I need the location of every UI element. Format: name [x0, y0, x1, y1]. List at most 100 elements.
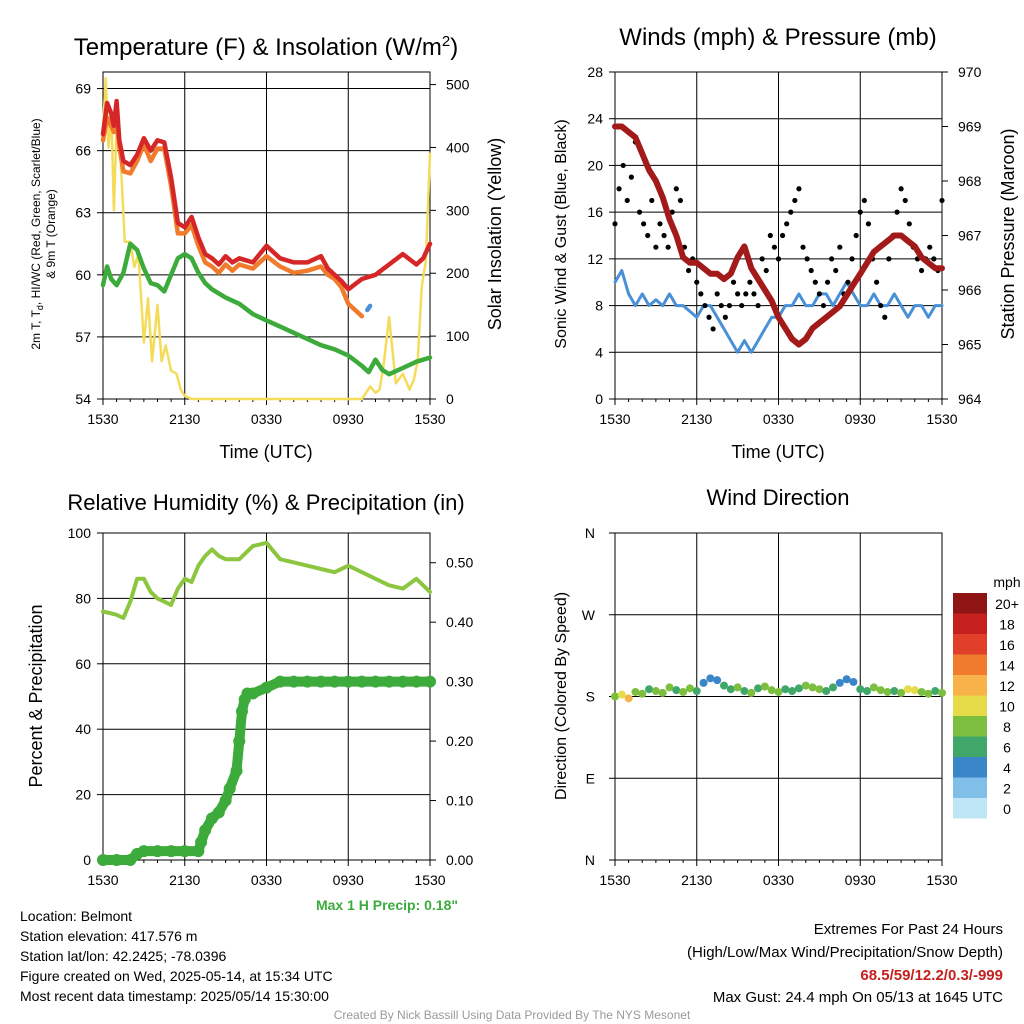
x-tick-label: 1530: [414, 872, 445, 888]
gust-point: [861, 197, 867, 204]
gust-point: [755, 302, 761, 309]
x-tick-label: 1530: [926, 411, 957, 427]
x-tick-label: 2130: [681, 872, 712, 888]
gust-point: [804, 256, 810, 262]
gust-point: [751, 291, 757, 297]
direction-point: [699, 678, 708, 687]
x-tick-label: 1530: [599, 411, 630, 427]
x-tick-label: 1530: [87, 872, 118, 888]
y-right-tick-label: 0.30: [446, 674, 473, 690]
gust-point: [898, 186, 904, 192]
direction-point: [679, 687, 688, 696]
direction-point: [876, 686, 885, 695]
direction-point: [869, 683, 878, 692]
legend-title: mph: [993, 574, 1020, 590]
legend-swatch: [953, 757, 987, 778]
x-tick-label: 0930: [845, 411, 876, 427]
gust-point: [865, 221, 872, 227]
latlon-text: Station lat/lon: 42.2425; -78.0396: [20, 948, 227, 964]
direction-point: [672, 686, 681, 695]
gust-point: [931, 256, 937, 262]
temperature-title: Temperature (F) & Insolation (W/m2): [74, 33, 458, 61]
temperature-xlabel: Time (UTC): [219, 442, 312, 462]
gust-point: [685, 267, 692, 274]
y-tick-label: 24: [587, 111, 603, 127]
y-tick-label: 80: [75, 590, 91, 606]
gust-point: [722, 314, 728, 320]
winds-xlabel: Time (UTC): [731, 442, 824, 462]
legend-swatch: [953, 798, 987, 819]
y-right-tick-label: 964: [958, 391, 982, 407]
y-tick-label: 54: [75, 391, 91, 407]
gust-point: [739, 302, 745, 309]
direction-point: [903, 685, 912, 694]
gust-point: [853, 232, 859, 239]
gust-point: [829, 256, 835, 262]
gust-point: [939, 197, 945, 204]
direction-point: [754, 684, 763, 693]
y-right-tick-label: 0.50: [446, 555, 473, 571]
precip-line: [98, 676, 435, 865]
gust-point: [657, 221, 663, 227]
y-tick-label: 100: [68, 525, 92, 541]
x-tick-label: 1530: [599, 872, 630, 888]
gust-point: [628, 174, 634, 180]
y-tick-label: 60: [75, 267, 91, 283]
x-tick-label: 0930: [845, 872, 876, 888]
direction-tick-label: N: [585, 852, 595, 868]
gust-point: [624, 197, 630, 204]
direction-point: [726, 685, 735, 694]
gust-point: [718, 302, 724, 309]
elevation-text: Station elevation: 417.576 m: [20, 928, 198, 944]
gust-point: [759, 256, 765, 262]
gust-point: [927, 244, 933, 250]
direction-point: [617, 690, 626, 699]
legend-swatch: [953, 695, 987, 716]
legend-label: 16: [999, 637, 1015, 653]
gust-point: [820, 302, 827, 309]
direction-tick-label: S: [586, 689, 595, 705]
max-gust: Max Gust: 24.4 mph On 05/13 at 1645 UTC: [713, 989, 1003, 1006]
y-tick-label: 0: [83, 852, 91, 868]
gust-point: [616, 186, 622, 192]
gust-point: [636, 209, 643, 215]
nine-meter-temp-line: [100, 115, 365, 319]
y-tick-label: 8: [595, 298, 603, 314]
direction-point: [863, 687, 872, 696]
legend-swatch: [953, 593, 987, 614]
gust-point: [784, 221, 790, 227]
y-right-tick-label: 0: [446, 391, 454, 407]
gust-point: [808, 267, 814, 274]
temperature-ylabel-left-line2: & 9m T (Orange): [44, 189, 58, 279]
gust-point: [645, 232, 651, 239]
legend-label: 12: [999, 678, 1015, 694]
windchill-line: [365, 303, 373, 313]
y-right-tick-label: 0.10: [446, 793, 473, 809]
direction-point: [631, 687, 640, 696]
temperature-line: [100, 98, 433, 292]
x-tick-label: 0330: [763, 411, 794, 427]
created-text: Figure created on Wed, 2025-05-14, at 15…: [20, 968, 333, 984]
gust-point: [620, 162, 626, 169]
direction-point: [611, 692, 619, 701]
gust-point: [665, 244, 671, 250]
gust-point: [771, 244, 778, 250]
direction-point: [651, 687, 660, 696]
max-precip-annotation: Max 1 H Precip: 0.18": [316, 897, 458, 913]
y-right-tick-label: 100: [446, 328, 470, 344]
gust-point: [698, 291, 704, 297]
legend-label: 10: [999, 699, 1015, 715]
direction-tick-label: N: [585, 525, 595, 541]
y-tick-label: 40: [75, 721, 91, 737]
location-text: Location: Belmont: [20, 908, 133, 924]
gust-point: [800, 244, 806, 250]
direction-point: [931, 687, 940, 696]
gust-point: [833, 267, 839, 274]
y-tick-label: 4: [595, 344, 603, 360]
direction-point: [835, 678, 844, 687]
gust-point: [743, 291, 749, 297]
x-tick-label: 1530: [87, 411, 118, 427]
direction-point: [692, 687, 701, 696]
x-tick-label: 2130: [169, 872, 200, 888]
